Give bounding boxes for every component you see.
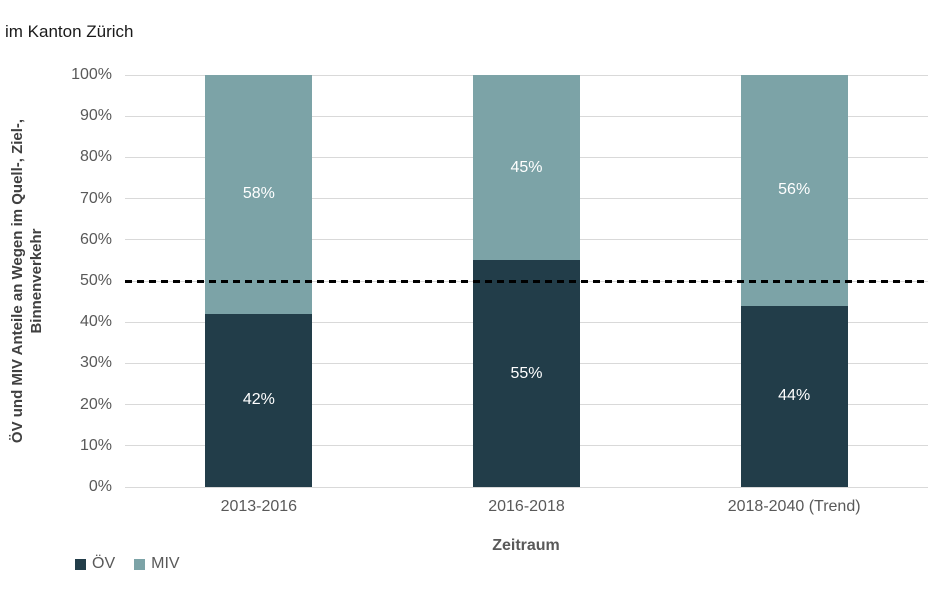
y-tick-label: 70% [79,189,112,207]
x-tick-label: 2013-2016 [220,498,298,515]
y-tick-label: 20% [79,395,112,413]
bar-segment-label: 45% [510,158,543,176]
legend-label-miv: MIV [151,555,180,572]
legend-label-ov: ÖV [92,555,116,572]
legend-item-miv: MIV [134,555,180,573]
legend-swatch-miv [134,558,146,570]
reference-line-50-percent [125,280,928,283]
bar-segment-label: 42% [242,391,275,409]
y-tick-label: 10% [79,436,112,454]
legend: ÖV MIV [75,555,180,573]
x-tick-label: 2016-2018 [488,498,565,515]
bar-segment-miv: 58% [205,75,313,314]
bar-segment-miv: 45% [473,75,580,261]
y-tick-label: 90% [79,107,112,125]
x-axis-title: Zeitraum [492,537,560,554]
y-tick-label: 60% [79,230,112,248]
bar-segment-miv: 56% [740,75,848,306]
gridline [125,486,928,488]
y-tick-label: 30% [79,354,112,372]
bar-segment-label: 55% [510,364,543,382]
y-tick-label: 100% [71,66,112,83]
bar-segment-ov: 55% [473,260,580,487]
chart-title: im Kanton Zürich [5,22,134,41]
bar-segment-ov: 44% [740,305,848,487]
gridline [125,74,928,76]
legend-item-ov: ÖV [75,555,115,573]
bar-segment-label: 58% [242,185,275,203]
y-tick-label: 50% [79,272,112,289]
bar-segment-label: 44% [778,387,811,405]
x-tick-label: 2018-2040 (Trend) [727,498,861,515]
y-tick-label: 80% [79,148,112,166]
y-tick-label: 40% [79,313,112,331]
bar-segment-label: 56% [778,181,811,199]
plot-area: 42% 58% 55% 45% 44% 56% [125,74,928,488]
legend-swatch-ov [75,558,86,570]
y-tick-label: 0% [88,478,112,495]
bar-segment-ov: 42% [205,313,313,487]
